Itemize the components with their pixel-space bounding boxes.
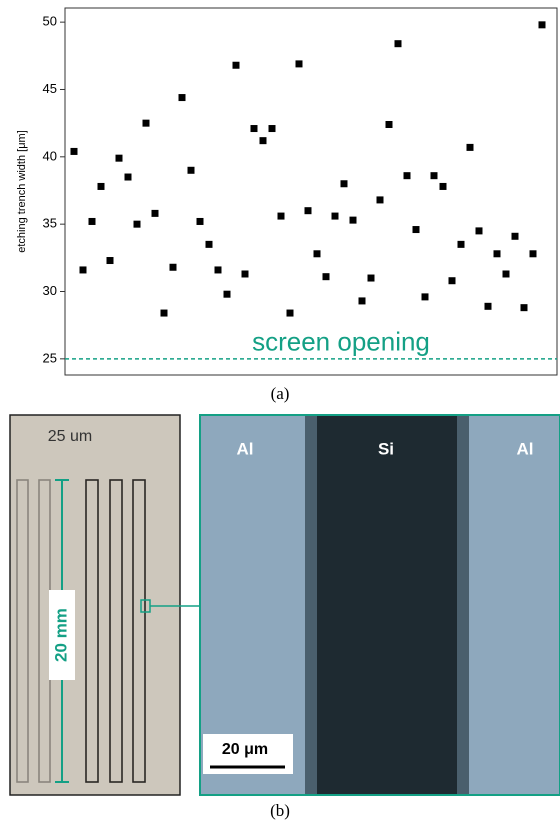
point [161,310,168,317]
point [476,227,483,234]
band-edge [457,416,469,794]
point [116,155,123,162]
point [512,233,519,240]
photo [10,415,180,795]
region-label: Al [237,439,254,458]
point [377,196,384,203]
region-label: Si [378,439,394,458]
point [449,277,456,284]
point [242,270,249,277]
point [485,303,492,310]
point [251,125,258,132]
point [341,180,348,187]
y-tick-label: 40 [43,148,57,163]
si-band [312,416,462,794]
scale-label: 20 μm [222,741,268,758]
caption: (b) [270,801,290,820]
point [170,264,177,271]
point [458,241,465,248]
point [350,217,357,224]
y-tick-label: 30 [43,283,57,298]
point [539,21,546,28]
point [323,273,330,280]
figure: (a) 25 um 20 mm Al Si Al 20 μm (b) etchi… [0,0,560,825]
length-label: 20 mm [51,608,70,662]
point [404,172,411,179]
point [368,275,375,282]
point [494,250,501,257]
point [521,304,528,311]
point [224,291,231,298]
point [89,218,96,225]
band-edge [305,416,317,794]
point [359,297,366,304]
point [395,40,402,47]
point [152,210,159,217]
point [314,250,321,257]
point [305,207,312,214]
point [503,270,510,277]
point [422,293,429,300]
point [71,148,78,155]
point [125,174,132,181]
point [215,266,222,273]
point [413,226,420,233]
point [278,213,285,220]
point [260,137,267,144]
point [269,125,276,132]
point [197,218,204,225]
y-tick-label: 35 [43,216,57,231]
point [134,221,141,228]
point [107,257,114,264]
threshold-label: screen opening [252,327,430,357]
point [206,241,213,248]
y-axis-label: etching trench width [μm] [16,130,28,253]
region-label: Al [517,439,534,458]
point [332,213,339,220]
point [431,172,438,179]
caption: (a) [271,384,290,403]
y-tick-label: 45 [43,81,57,96]
page: {"chart_data": {"type": "scatter", "y_la… [0,0,560,825]
point [143,120,150,127]
point [233,62,240,69]
point [386,121,393,128]
plot-frame [65,8,557,375]
point [98,183,105,190]
point [296,60,303,67]
point [80,266,87,273]
y-tick-label: 50 [43,14,57,29]
point [467,144,474,151]
point [530,250,537,257]
photo-label: 25 um [48,428,92,445]
y-tick-label: 25 [43,350,57,365]
point [287,310,294,317]
point [440,183,447,190]
point [188,167,195,174]
point [179,94,186,101]
